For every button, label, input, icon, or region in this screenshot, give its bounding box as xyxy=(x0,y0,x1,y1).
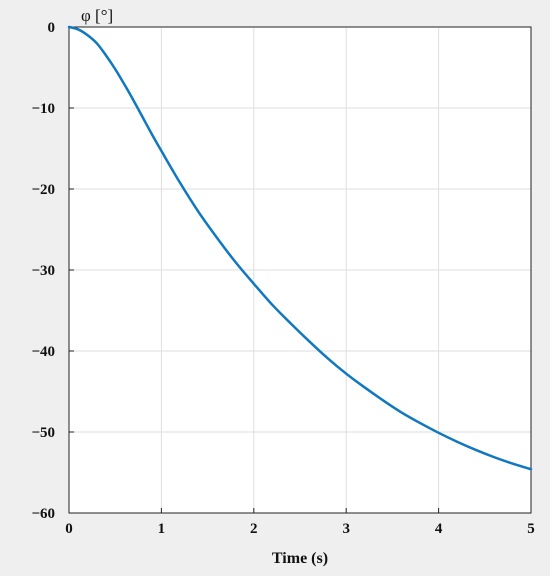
x-axis-title: Time (s) xyxy=(272,550,328,567)
series-layer xyxy=(67,25,533,471)
x-tick-label: 1 xyxy=(158,521,166,537)
x-tick-label: 0 xyxy=(65,521,73,537)
series-line-0 xyxy=(67,25,533,471)
x-tick-label: 4 xyxy=(435,521,443,537)
x-tick-label: 5 xyxy=(527,521,535,537)
y-tick-label: 0 xyxy=(48,20,56,36)
x-tick-label: 2 xyxy=(250,521,258,537)
tick-labels: 0 1 2 3 4 5 0 −10 −20 −30 −40 −50 −60 xyxy=(31,20,534,537)
y-tick-label: −20 xyxy=(31,182,55,198)
y-tick-label: −50 xyxy=(31,425,55,441)
y-axis-title: φ [°] xyxy=(81,6,113,25)
x-tick-label: 3 xyxy=(342,521,350,537)
y-tick-label: −30 xyxy=(31,263,55,279)
tick-marks xyxy=(68,26,532,514)
y-tick-label: −60 xyxy=(31,506,55,522)
grid-lines xyxy=(69,27,531,513)
y-tick-label: −40 xyxy=(31,344,55,360)
y-tick-label: −10 xyxy=(31,101,55,117)
